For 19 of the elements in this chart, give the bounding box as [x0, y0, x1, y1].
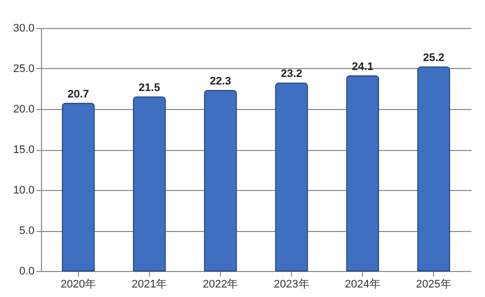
data-label: 25.2 — [422, 52, 444, 64]
x-tick-label: 2023年 — [274, 278, 310, 290]
x-tick-label: 2024年 — [344, 278, 380, 290]
x-tick-label: 2025年 — [416, 278, 452, 290]
y-tick-label: 20.0 — [13, 104, 34, 116]
data-label: 22.3 — [210, 75, 232, 88]
y-tick-label: 0.0 — [19, 266, 34, 278]
x-tick-label: 2022年 — [202, 278, 238, 290]
data-label: 23.2 — [280, 68, 302, 80]
y-tick-label: 30.0 — [13, 22, 34, 34]
y-tick-label: 15.0 — [13, 144, 34, 156]
x-tick-label: 2020年 — [60, 278, 96, 290]
y-tick-label: 10.0 — [13, 184, 34, 196]
y-tick-label: 5.0 — [19, 225, 34, 237]
x-tick-label: 2021年 — [132, 278, 168, 290]
data-label: 24.1 — [352, 60, 374, 73]
data-label: 21.5 — [138, 82, 160, 94]
data-label: 20.7 — [68, 88, 90, 100]
y-tick-label: 25.0 — [13, 63, 34, 75]
